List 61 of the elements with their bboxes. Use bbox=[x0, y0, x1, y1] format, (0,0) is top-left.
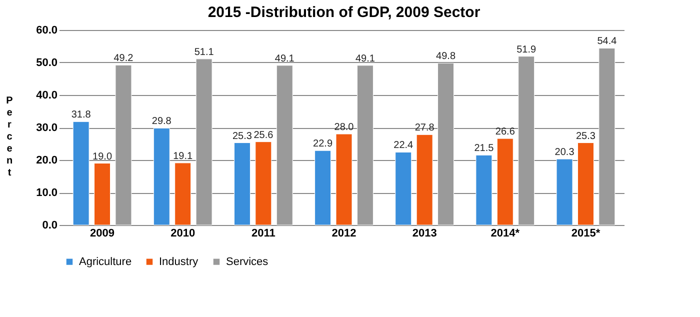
bar bbox=[395, 152, 412, 226]
y-axis-title: Percent bbox=[6, 96, 14, 178]
bar bbox=[115, 64, 132, 226]
x-tick-label: 2013 bbox=[412, 228, 437, 240]
bar bbox=[94, 163, 111, 226]
x-tick-label: 2011 bbox=[251, 228, 276, 240]
chart-title: 2015 -Distribution of GDP, 2009 Sector bbox=[208, 4, 480, 21]
x-tick-label: 2014* bbox=[490, 228, 520, 240]
bar bbox=[556, 158, 573, 226]
bar bbox=[153, 128, 170, 226]
data-label: 19.0 bbox=[92, 151, 112, 162]
x-tick-label: 2010 bbox=[170, 228, 196, 240]
legend-label: Industry bbox=[159, 256, 199, 268]
data-label: 26.6 bbox=[495, 126, 516, 138]
bar bbox=[518, 56, 535, 226]
data-label: 54.4 bbox=[597, 36, 618, 48]
data-label: 22.4 bbox=[394, 140, 414, 152]
bar bbox=[314, 150, 332, 226]
bar bbox=[598, 48, 616, 226]
data-label: 25.3 bbox=[232, 130, 252, 142]
data-label: 25.6 bbox=[254, 130, 274, 141]
bar bbox=[276, 65, 293, 226]
data-label: 51.9 bbox=[516, 44, 537, 56]
data-label: 31.8 bbox=[71, 110, 92, 121]
x-tick-label: 2009 bbox=[90, 228, 115, 240]
bar bbox=[196, 58, 212, 226]
bar bbox=[255, 142, 272, 226]
y-tick-label: 10.0 bbox=[36, 187, 58, 199]
y-tick-label: 40.0 bbox=[36, 90, 58, 102]
bar bbox=[438, 62, 454, 226]
data-label: 51.1 bbox=[194, 46, 214, 58]
bar bbox=[416, 134, 433, 226]
bar bbox=[496, 138, 514, 226]
data-label: 28.0 bbox=[334, 122, 354, 133]
data-label: 22.9 bbox=[313, 138, 333, 150]
bar bbox=[336, 134, 352, 226]
data-label: 49.8 bbox=[436, 51, 456, 62]
data-label: 25.3 bbox=[576, 130, 596, 142]
y-tick-label: 0.0 bbox=[42, 220, 58, 232]
legend-label: Agriculture bbox=[79, 256, 132, 268]
bar bbox=[174, 162, 192, 226]
y-tick-label: 30.0 bbox=[36, 122, 58, 134]
x-tick-label: 2012 bbox=[332, 228, 356, 240]
bar bbox=[234, 142, 250, 226]
data-label: 49.1 bbox=[355, 53, 376, 64]
y-tick-label: 50.0 bbox=[36, 57, 58, 69]
data-label: 19.1 bbox=[173, 150, 194, 162]
data-label: 49.1 bbox=[274, 53, 295, 64]
bar bbox=[356, 65, 374, 226]
x-tick-label: 2015* bbox=[571, 228, 601, 240]
bar bbox=[476, 154, 492, 226]
data-label: 27.8 bbox=[414, 122, 435, 134]
data-label: 21.5 bbox=[474, 143, 494, 154]
data-label: 20.3 bbox=[554, 147, 575, 158]
bar bbox=[72, 121, 90, 226]
data-label: 29.8 bbox=[152, 116, 172, 128]
bar bbox=[577, 142, 594, 226]
y-tick-label: 20.0 bbox=[36, 154, 58, 166]
y-tick-label: 60.0 bbox=[36, 24, 58, 36]
legend-label: Services bbox=[226, 256, 269, 268]
data-label: 49.2 bbox=[114, 53, 134, 64]
